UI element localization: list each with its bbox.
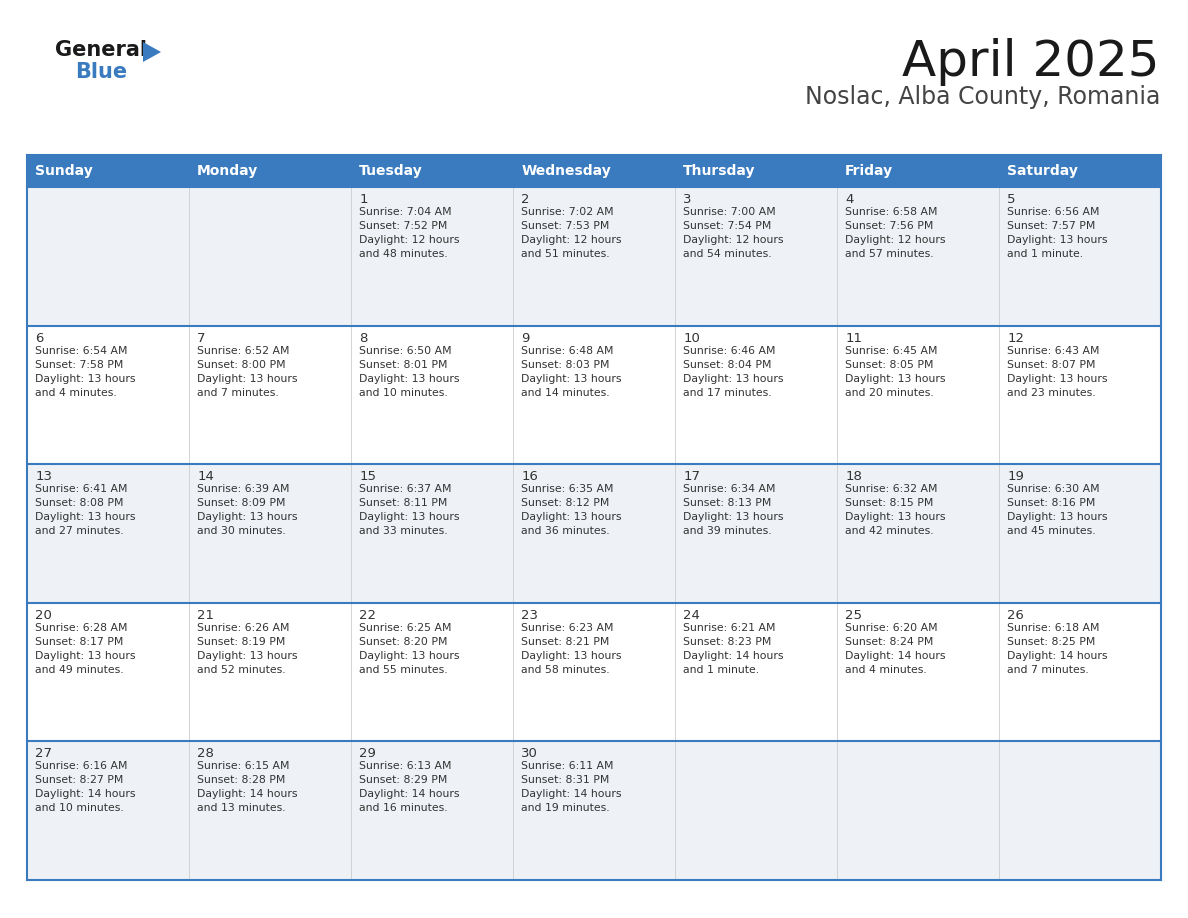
Text: Sunrise: 6:18 AM
Sunset: 8:25 PM
Daylight: 14 hours
and 7 minutes.: Sunrise: 6:18 AM Sunset: 8:25 PM Dayligh… [1007, 622, 1107, 675]
Text: Sunrise: 6:43 AM
Sunset: 8:07 PM
Daylight: 13 hours
and 23 minutes.: Sunrise: 6:43 AM Sunset: 8:07 PM Dayligh… [1007, 345, 1107, 397]
Text: Saturday: Saturday [1007, 164, 1078, 178]
Text: 27: 27 [36, 747, 52, 760]
Text: 2: 2 [522, 193, 530, 206]
Text: 11: 11 [845, 331, 862, 344]
Text: 16: 16 [522, 470, 538, 483]
Text: 13: 13 [36, 470, 52, 483]
Text: Sunrise: 6:13 AM
Sunset: 8:29 PM
Daylight: 14 hours
and 16 minutes.: Sunrise: 6:13 AM Sunset: 8:29 PM Dayligh… [359, 761, 460, 813]
Text: 22: 22 [359, 609, 377, 621]
Text: Sunrise: 6:45 AM
Sunset: 8:05 PM
Daylight: 13 hours
and 20 minutes.: Sunrise: 6:45 AM Sunset: 8:05 PM Dayligh… [845, 345, 946, 397]
Text: 26: 26 [1007, 609, 1024, 621]
Text: Sunrise: 6:35 AM
Sunset: 8:12 PM
Daylight: 13 hours
and 36 minutes.: Sunrise: 6:35 AM Sunset: 8:12 PM Dayligh… [522, 484, 621, 536]
Text: 14: 14 [197, 470, 214, 483]
Text: Sunrise: 6:52 AM
Sunset: 8:00 PM
Daylight: 13 hours
and 7 minutes.: Sunrise: 6:52 AM Sunset: 8:00 PM Dayligh… [197, 345, 298, 397]
Text: Sunrise: 6:54 AM
Sunset: 7:58 PM
Daylight: 13 hours
and 4 minutes.: Sunrise: 6:54 AM Sunset: 7:58 PM Dayligh… [36, 345, 135, 397]
Text: 17: 17 [683, 470, 700, 483]
Text: Sunrise: 6:11 AM
Sunset: 8:31 PM
Daylight: 14 hours
and 19 minutes.: Sunrise: 6:11 AM Sunset: 8:31 PM Dayligh… [522, 761, 621, 813]
Text: Noslac, Alba County, Romania: Noslac, Alba County, Romania [804, 85, 1159, 109]
Text: Sunrise: 6:46 AM
Sunset: 8:04 PM
Daylight: 13 hours
and 17 minutes.: Sunrise: 6:46 AM Sunset: 8:04 PM Dayligh… [683, 345, 784, 397]
Text: Sunrise: 6:23 AM
Sunset: 8:21 PM
Daylight: 13 hours
and 58 minutes.: Sunrise: 6:23 AM Sunset: 8:21 PM Dayligh… [522, 622, 621, 675]
Polygon shape [143, 42, 162, 62]
Text: 8: 8 [359, 331, 367, 344]
Text: Sunrise: 6:48 AM
Sunset: 8:03 PM
Daylight: 13 hours
and 14 minutes.: Sunrise: 6:48 AM Sunset: 8:03 PM Dayligh… [522, 345, 621, 397]
Text: 4: 4 [845, 193, 853, 206]
Text: Sunrise: 6:30 AM
Sunset: 8:16 PM
Daylight: 13 hours
and 45 minutes.: Sunrise: 6:30 AM Sunset: 8:16 PM Dayligh… [1007, 484, 1107, 536]
Text: 20: 20 [36, 609, 52, 621]
Text: 23: 23 [522, 609, 538, 621]
Bar [27, 465, 1161, 603]
Text: Tuesday: Tuesday [359, 164, 423, 178]
Text: Sunrise: 7:04 AM
Sunset: 7:52 PM
Daylight: 12 hours
and 48 minutes.: Sunrise: 7:04 AM Sunset: 7:52 PM Dayligh… [359, 207, 460, 259]
Text: Sunrise: 6:37 AM
Sunset: 8:11 PM
Daylight: 13 hours
and 33 minutes.: Sunrise: 6:37 AM Sunset: 8:11 PM Dayligh… [359, 484, 460, 536]
Text: Monday: Monday [197, 164, 258, 178]
Text: Blue: Blue [75, 62, 127, 82]
Bar [27, 155, 1161, 187]
Text: Thursday: Thursday [683, 164, 756, 178]
Text: Sunrise: 6:21 AM
Sunset: 8:23 PM
Daylight: 14 hours
and 1 minute.: Sunrise: 6:21 AM Sunset: 8:23 PM Dayligh… [683, 622, 784, 675]
Bar [27, 603, 1161, 742]
Text: Sunday: Sunday [36, 164, 93, 178]
Text: Sunrise: 6:15 AM
Sunset: 8:28 PM
Daylight: 14 hours
and 13 minutes.: Sunrise: 6:15 AM Sunset: 8:28 PM Dayligh… [197, 761, 298, 813]
Bar [27, 742, 1161, 880]
Text: Sunrise: 7:00 AM
Sunset: 7:54 PM
Daylight: 12 hours
and 54 minutes.: Sunrise: 7:00 AM Sunset: 7:54 PM Dayligh… [683, 207, 784, 259]
Bar [27, 187, 1161, 326]
Text: Wednesday: Wednesday [522, 164, 611, 178]
Text: General: General [55, 40, 147, 60]
Text: Sunrise: 6:50 AM
Sunset: 8:01 PM
Daylight: 13 hours
and 10 minutes.: Sunrise: 6:50 AM Sunset: 8:01 PM Dayligh… [359, 345, 460, 397]
Text: 30: 30 [522, 747, 538, 760]
Text: 24: 24 [683, 609, 700, 621]
Text: 21: 21 [197, 609, 214, 621]
Text: 15: 15 [359, 470, 377, 483]
Text: Sunrise: 6:25 AM
Sunset: 8:20 PM
Daylight: 13 hours
and 55 minutes.: Sunrise: 6:25 AM Sunset: 8:20 PM Dayligh… [359, 622, 460, 675]
Text: 7: 7 [197, 331, 206, 344]
Text: 10: 10 [683, 331, 700, 344]
Text: Sunrise: 6:26 AM
Sunset: 8:19 PM
Daylight: 13 hours
and 52 minutes.: Sunrise: 6:26 AM Sunset: 8:19 PM Dayligh… [197, 622, 298, 675]
Text: Sunrise: 6:41 AM
Sunset: 8:08 PM
Daylight: 13 hours
and 27 minutes.: Sunrise: 6:41 AM Sunset: 8:08 PM Dayligh… [36, 484, 135, 536]
Text: 12: 12 [1007, 331, 1024, 344]
Bar [27, 326, 1161, 465]
Text: 29: 29 [359, 747, 375, 760]
Text: 25: 25 [845, 609, 862, 621]
Text: Sunrise: 6:32 AM
Sunset: 8:15 PM
Daylight: 13 hours
and 42 minutes.: Sunrise: 6:32 AM Sunset: 8:15 PM Dayligh… [845, 484, 946, 536]
Text: 18: 18 [845, 470, 862, 483]
Text: 6: 6 [36, 331, 44, 344]
Text: 28: 28 [197, 747, 214, 760]
Text: Sunrise: 6:16 AM
Sunset: 8:27 PM
Daylight: 14 hours
and 10 minutes.: Sunrise: 6:16 AM Sunset: 8:27 PM Dayligh… [36, 761, 135, 813]
Text: Sunrise: 6:39 AM
Sunset: 8:09 PM
Daylight: 13 hours
and 30 minutes.: Sunrise: 6:39 AM Sunset: 8:09 PM Dayligh… [197, 484, 298, 536]
Text: Sunrise: 6:58 AM
Sunset: 7:56 PM
Daylight: 12 hours
and 57 minutes.: Sunrise: 6:58 AM Sunset: 7:56 PM Dayligh… [845, 207, 946, 259]
Text: Sunrise: 6:20 AM
Sunset: 8:24 PM
Daylight: 14 hours
and 4 minutes.: Sunrise: 6:20 AM Sunset: 8:24 PM Dayligh… [845, 622, 946, 675]
Text: Sunrise: 6:56 AM
Sunset: 7:57 PM
Daylight: 13 hours
and 1 minute.: Sunrise: 6:56 AM Sunset: 7:57 PM Dayligh… [1007, 207, 1107, 259]
Text: 19: 19 [1007, 470, 1024, 483]
Text: 5: 5 [1007, 193, 1016, 206]
Text: 1: 1 [359, 193, 367, 206]
Text: April 2025: April 2025 [903, 38, 1159, 86]
Text: 3: 3 [683, 193, 691, 206]
Text: Sunrise: 6:34 AM
Sunset: 8:13 PM
Daylight: 13 hours
and 39 minutes.: Sunrise: 6:34 AM Sunset: 8:13 PM Dayligh… [683, 484, 784, 536]
Text: Sunrise: 6:28 AM
Sunset: 8:17 PM
Daylight: 13 hours
and 49 minutes.: Sunrise: 6:28 AM Sunset: 8:17 PM Dayligh… [36, 622, 135, 675]
Text: Sunrise: 7:02 AM
Sunset: 7:53 PM
Daylight: 12 hours
and 51 minutes.: Sunrise: 7:02 AM Sunset: 7:53 PM Dayligh… [522, 207, 621, 259]
Text: 9: 9 [522, 331, 530, 344]
Text: Friday: Friday [845, 164, 893, 178]
